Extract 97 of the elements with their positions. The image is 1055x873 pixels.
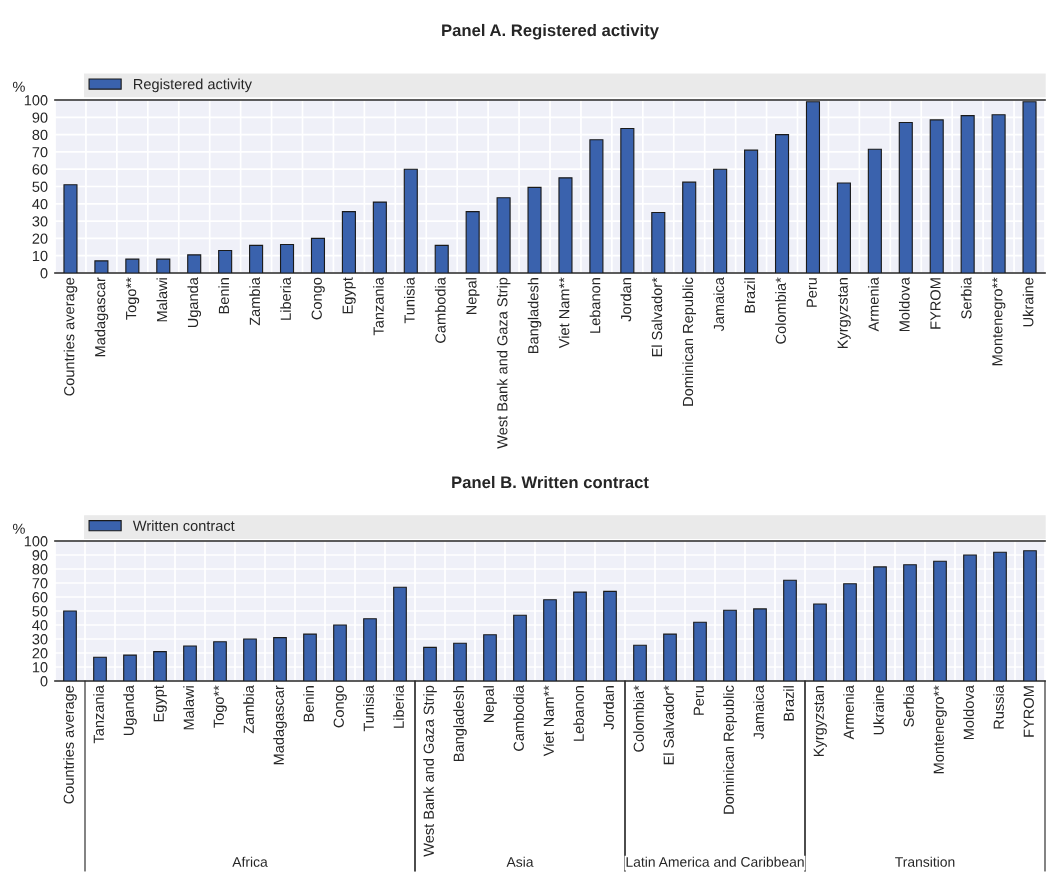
x-tick-label: Viet Nam**: [543, 685, 554, 757]
y-axis-title: %: [12, 523, 25, 534]
x-tick-label: Peru: [806, 278, 817, 307]
x-tick-label: Dominican Republic: [723, 685, 737, 814]
x-tick-label: Serbia: [960, 277, 972, 319]
y-tick-label: 20: [32, 233, 48, 244]
x-tick-label: Brazil: [744, 278, 756, 313]
y-tick-label: 80: [32, 564, 48, 575]
x-tick-label: Congo: [311, 277, 325, 320]
x-tick-label: Cambodia: [513, 685, 524, 751]
y-tick-label: 80: [32, 129, 48, 141]
y-tick-label: 0: [40, 268, 48, 279]
y-tick-label: 40: [32, 620, 48, 631]
x-tick-label: Brazil: [783, 686, 794, 721]
x-tick-label: West Bank and Gaza Strip: [496, 277, 511, 449]
y-tick-label: 50: [32, 606, 48, 617]
y-tick-label: 20: [32, 648, 48, 659]
y-tick-label: 90: [32, 550, 48, 561]
x-tick-label: Liberia: [393, 685, 404, 728]
x-tick-label: El Salvador*: [663, 685, 674, 765]
x-tick-label: Bangladesh: [453, 686, 467, 761]
x-tick-label: Cambodia: [434, 277, 446, 343]
x-tick-label: Benin: [218, 278, 230, 314]
y-tick-label: 30: [32, 216, 48, 227]
text: Latin America and Caribbean: [626, 856, 804, 867]
x-tick-label: Peru: [693, 686, 704, 715]
x-tick-label: Colombia*: [775, 277, 786, 344]
legend-label: Registered activity: [134, 78, 252, 93]
legend-label: Written contract: [132, 520, 235, 531]
x-tick-label: Jordan: [620, 278, 632, 322]
y-tick-label: 100: [24, 536, 48, 547]
x-tick-label: Benin: [303, 686, 314, 722]
y-tick-label: 50: [32, 181, 48, 192]
x-tick-label: Egypt: [153, 685, 167, 722]
x-tick-label: Montenegro**: [992, 277, 1006, 366]
x-tick-label: Moldova: [898, 277, 910, 332]
y-axis-title: %: [12, 81, 25, 92]
x-tick-label: Nepal: [465, 278, 480, 315]
x-tick-label: Congo: [333, 685, 347, 728]
chart-title: Panel B. Written contract: [452, 475, 649, 489]
y-tick-label: 10: [32, 250, 48, 262]
x-tick-label: Zambia: [243, 685, 254, 734]
y-tick-label: 100: [24, 95, 48, 106]
x-tick-label: Uganda: [123, 685, 137, 736]
y-tick-label: 90: [32, 112, 48, 123]
x-tick-label: Malawi: [183, 686, 194, 730]
x-tick-label: Malawi: [156, 278, 168, 322]
x-tick-label: Togo**: [213, 685, 227, 728]
text: Africa: [232, 856, 268, 867]
x-tick-label: Jordan: [603, 686, 614, 730]
y-tick-label: 10: [32, 662, 48, 673]
x-tick-label: Countries average: [63, 685, 77, 804]
x-tick-label: Tanzania: [93, 685, 104, 744]
x-tick-label: Zambia: [249, 277, 261, 326]
y-tick-label: 40: [32, 198, 48, 210]
x-tick-label: Bangladesh: [527, 278, 542, 353]
chart-title: Panel A. Registered activity: [442, 23, 659, 40]
text: Transition: [895, 856, 955, 867]
x-tick-label: Nepal: [483, 686, 497, 723]
x-tick-label: Kyrgyzstan: [837, 278, 851, 349]
x-tick-label: FYROM: [1023, 686, 1034, 737]
x-tick-label: Russia: [993, 685, 1004, 729]
x-tick-label: Armenia: [843, 685, 854, 740]
x-tick-label: Serbia: [903, 685, 914, 727]
x-tick-label: Tunisia: [403, 277, 415, 324]
x-tick-label: Madagascar: [94, 277, 109, 357]
x-tick-label: Jamaica: [713, 277, 725, 332]
y-tick-label: 60: [32, 592, 48, 603]
x-tick-label: Dominican Republic: [682, 277, 697, 406]
x-tick-label: Madagascar: [273, 685, 287, 765]
y-tick-label: 70: [32, 578, 48, 589]
text: Asia: [506, 856, 534, 867]
y-tick-label: 60: [32, 164, 48, 175]
x-tick-label: West Bank and Gaza Strip: [423, 685, 437, 857]
y-tick-label: 30: [32, 634, 48, 645]
x-tick-label: Armenia: [868, 277, 879, 332]
x-tick-label: Countries average: [63, 277, 78, 396]
x-tick-label: Ukraine: [1022, 277, 1034, 327]
x-tick-label: Uganda: [187, 277, 202, 328]
x-tick-label: Lebanon: [589, 278, 601, 333]
x-tick-label: Tunisia: [363, 685, 374, 732]
x-tick-label: Lebanon: [573, 686, 584, 741]
x-tick-label: Liberia: [280, 277, 291, 320]
x-tick-label: Kyrgyzstan: [813, 686, 827, 757]
x-tick-label: Tanzania: [373, 277, 384, 336]
x-tick-label: FYROM: [930, 278, 941, 329]
x-tick-label: Egypt: [342, 277, 356, 314]
x-tick-label: Jamaica: [753, 685, 764, 740]
x-tick-label: Viet Nam**: [558, 277, 570, 349]
x-tick-label: Togo**: [126, 277, 140, 320]
x-tick-label: Montenegro**: [933, 685, 947, 774]
y-tick-label: 0: [40, 676, 48, 687]
y-tick-label: 70: [32, 147, 48, 158]
x-tick-label: El Salvador*: [651, 277, 663, 357]
x-tick-label: Colombia*: [633, 685, 644, 752]
x-tick-label: Ukraine: [873, 685, 884, 735]
x-tick-label: Moldova: [963, 685, 974, 740]
